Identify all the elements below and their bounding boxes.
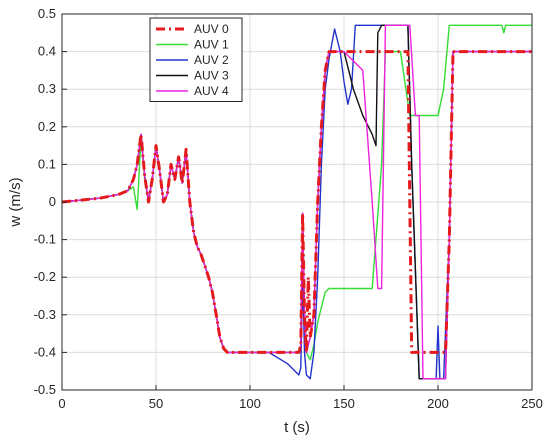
y-tick-label: -0.4	[34, 344, 56, 359]
x-tick-label: 0	[58, 396, 65, 411]
y-tick-label: -0.3	[34, 307, 56, 322]
series-layer	[62, 24, 532, 380]
x-axis-label: t (s)	[284, 419, 310, 436]
tick-labels: 0 50 100 150 200 250 -0.5 -0.4 -0.3 -0.2 -0.1 0 0.1 0…	[34, 6, 543, 411]
y-tick-label: -0.1	[34, 232, 56, 247]
legend-label: AUV 4	[194, 84, 229, 98]
y-tick-label: 0.4	[38, 44, 56, 59]
y-axis-label: w (m/s)	[7, 177, 24, 227]
x-tick-label: 150	[333, 396, 355, 411]
series-line-auv-0	[62, 50, 532, 354]
y-tick-label: -0.5	[34, 382, 56, 397]
x-tick-label: 50	[149, 396, 163, 411]
legend-label: AUV 3	[194, 69, 229, 83]
y-tick-label: 0	[49, 194, 56, 209]
x-tick-label: 200	[427, 396, 449, 411]
y-tick-label: 0.3	[38, 81, 56, 96]
y-tick-label: 0.2	[38, 119, 56, 134]
y-tick-label: 0.5	[38, 6, 56, 21]
legend-label: AUV 0	[194, 22, 229, 36]
x-tick-label: 100	[239, 396, 261, 411]
x-tick-label: 250	[521, 396, 543, 411]
legend-label: AUV 1	[194, 38, 229, 52]
y-tick-label: -0.2	[34, 269, 56, 284]
y-tick-label: 0.1	[38, 156, 56, 171]
legend-label: AUV 2	[194, 53, 229, 67]
